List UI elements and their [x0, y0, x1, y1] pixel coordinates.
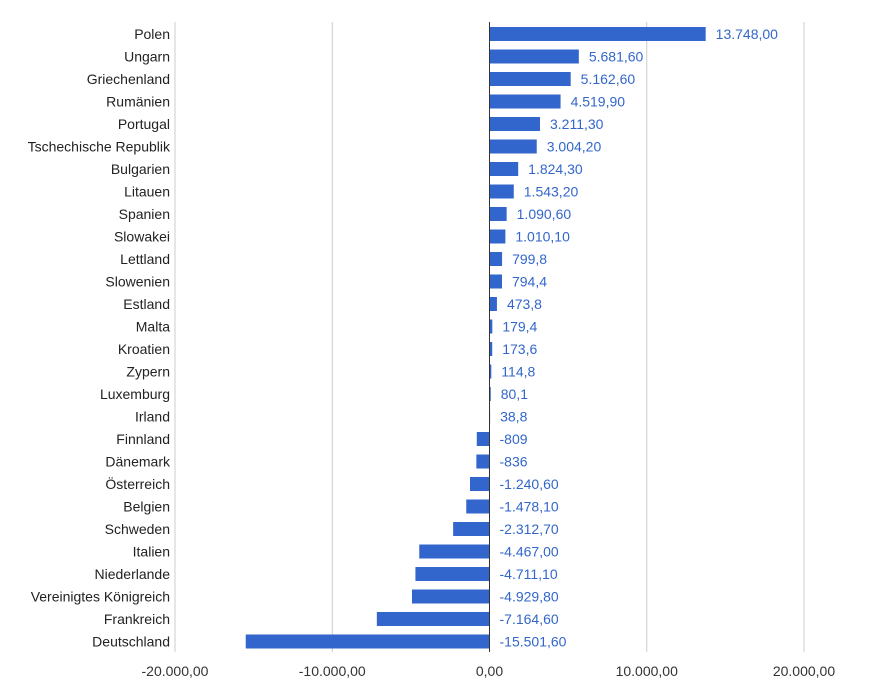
category-label: Zypern: [126, 364, 170, 380]
bar: [489, 162, 519, 176]
bar: [469, 477, 490, 491]
x-tick-label: 20.000,00: [773, 663, 835, 679]
bar: [476, 432, 490, 446]
bar: [489, 72, 571, 86]
value-label: -4.929,80: [500, 589, 559, 605]
bar: [489, 49, 579, 64]
bar: [245, 634, 490, 649]
category-label: Vereinigtes Königreich: [31, 589, 170, 605]
value-label: 13.748,00: [716, 26, 778, 42]
category-label: Kroatien: [118, 341, 170, 357]
bar: [489, 229, 506, 244]
x-tick-label: 0,00: [476, 663, 503, 679]
category-label: Litauen: [124, 184, 170, 200]
category-label: Rumänien: [106, 94, 170, 110]
category-label: Malta: [136, 319, 170, 335]
value-label: 3.004,20: [547, 139, 602, 155]
bar: [453, 522, 490, 536]
value-label: -1.240,60: [500, 476, 559, 492]
category-label: Griechenland: [87, 71, 170, 87]
category-label: Bulgarien: [111, 161, 170, 177]
category-label: Finnland: [116, 431, 170, 447]
category-label: Polen: [134, 26, 170, 42]
value-label: -7.164,60: [500, 611, 559, 627]
bar: [419, 544, 490, 559]
bar: [411, 589, 490, 604]
category-label: Irland: [135, 409, 170, 425]
value-label: 1.543,20: [524, 184, 579, 200]
value-label: 4.519,90: [571, 94, 626, 110]
value-label: -809: [500, 431, 528, 447]
bar: [376, 612, 490, 626]
value-label: -836: [500, 454, 528, 470]
x-tick-label: 10.000,00: [616, 663, 678, 679]
value-label: 1.824,30: [528, 161, 583, 177]
value-label: 473,8: [507, 296, 542, 312]
x-tick-label: -10.000,00: [299, 663, 366, 679]
category-label: Ungarn: [124, 49, 170, 65]
category-label: Estland: [123, 296, 170, 312]
value-label: 5.681,60: [589, 49, 644, 65]
bar: [489, 364, 492, 379]
value-label: 38,8: [500, 409, 527, 425]
category-labels: Polen Ungarn Griechenland Rumänien Portugal T…: [28, 26, 171, 650]
bar: [476, 454, 490, 469]
value-label: 80,1: [501, 386, 528, 402]
bar: [489, 207, 507, 221]
category-label: Schweden: [105, 521, 170, 537]
bar: [489, 117, 540, 131]
bar: [489, 184, 514, 199]
value-label: -4.711,10: [500, 566, 558, 582]
bar: [489, 94, 561, 109]
category-label: Deutschland: [92, 634, 170, 650]
value-label: 799,8: [512, 251, 547, 267]
category-label: Belgien: [123, 499, 170, 515]
value-label: -2.312,70: [500, 521, 559, 537]
bar: [466, 499, 490, 514]
category-label: Tschechische Republik: [28, 139, 171, 155]
category-label: Lettland: [120, 251, 170, 267]
value-label: 173,6: [502, 341, 537, 357]
category-label: Slowenien: [105, 274, 170, 290]
value-label: 1.010,10: [515, 229, 570, 245]
bar: [489, 252, 503, 266]
bar: [489, 319, 493, 334]
category-label: Österreich: [105, 475, 170, 492]
bar: [415, 567, 490, 581]
value-label: -15.501,60: [500, 634, 567, 650]
x-axis-tick-labels: -20.000,00 -10.000,00 0,00 10.000,00 20.000,…: [142, 663, 836, 679]
category-label: Italien: [133, 544, 170, 560]
value-label: 179,4: [502, 319, 537, 335]
value-label: 5.162,60: [581, 71, 636, 87]
value-label: -4.467,00: [500, 544, 559, 560]
grid-lines: [174, 22, 805, 652]
category-label: Spanien: [119, 206, 170, 222]
bar: [489, 342, 493, 356]
category-label: Frankreich: [104, 611, 170, 627]
category-label: Luxemburg: [100, 386, 170, 402]
bar: [489, 27, 706, 41]
category-label: Slowakei: [114, 229, 170, 245]
value-labels: 13.748,00 5.681,60 5.162,60 4.519,90 3.211,3…: [500, 26, 779, 650]
category-label: Portugal: [118, 116, 170, 132]
value-label: -1.478,10: [500, 499, 559, 515]
bar: [489, 274, 502, 289]
value-label: 1.090,60: [517, 206, 572, 222]
bar: [489, 387, 491, 401]
category-label: Niederlande: [95, 566, 171, 582]
value-label: 794,4: [512, 274, 547, 290]
category-label: Dänemark: [105, 454, 171, 470]
bar: [489, 139, 537, 154]
bars: [245, 27, 706, 649]
value-label: 114,8: [501, 364, 535, 380]
value-label: 3.211,30: [550, 116, 604, 132]
x-tick-label: -20.000,00: [142, 663, 209, 679]
bar: [489, 297, 497, 311]
